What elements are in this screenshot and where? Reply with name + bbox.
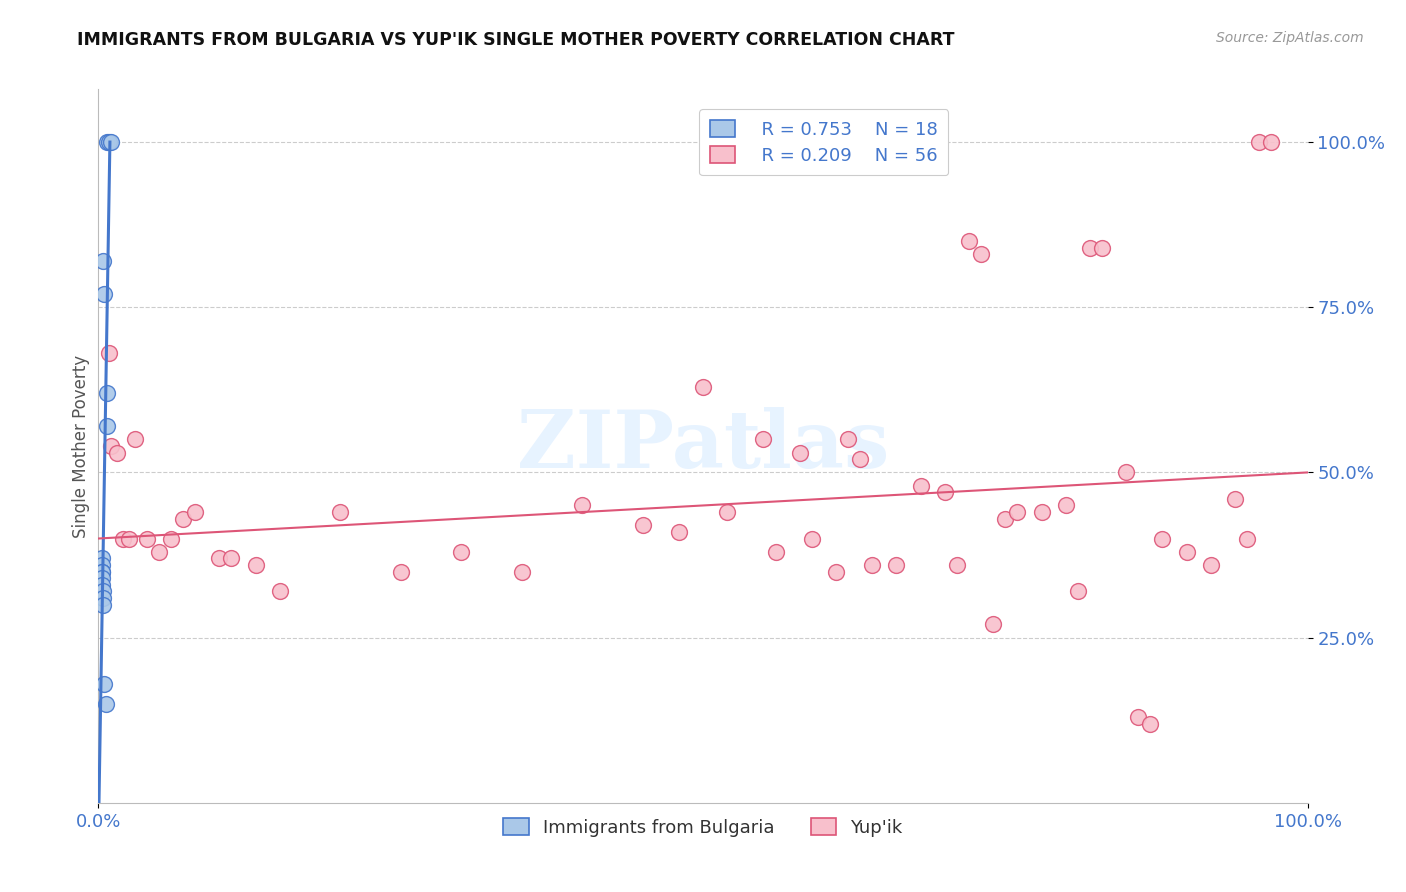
Point (91, 254, 114, 268)
Point (96, 419, 118, 434)
Point (91, 571, 114, 585)
Point (1260, 135, 1282, 149)
Point (789, 445, 811, 459)
Point (970, 247, 993, 261)
Point (668, 524, 690, 539)
Point (631, 518, 654, 533)
Point (96, 135, 118, 149)
Point (91, 565, 114, 579)
Point (98, 135, 121, 149)
Text: Source: ZipAtlas.com: Source: ZipAtlas.com (1216, 31, 1364, 45)
Point (994, 511, 1017, 525)
Point (1078, 241, 1101, 255)
Point (184, 505, 207, 519)
Point (124, 433, 146, 447)
Point (860, 558, 883, 572)
Point (111, 532, 134, 546)
Point (1152, 532, 1174, 546)
Point (1007, 505, 1029, 519)
Point (100, 135, 122, 149)
Point (1223, 491, 1246, 506)
Point (91, 565, 114, 579)
Point (91, 578, 114, 592)
Point (752, 433, 775, 447)
Point (886, 558, 908, 572)
Y-axis label: Single Mother Poverty: Single Mother Poverty (72, 354, 90, 538)
Point (389, 565, 412, 579)
Point (148, 545, 170, 559)
Point (98, 346, 121, 360)
Point (981, 617, 1004, 632)
Point (91, 558, 114, 572)
Point (91, 584, 114, 599)
Point (91, 591, 114, 605)
Point (329, 505, 352, 519)
Point (93, 677, 115, 691)
Point (269, 584, 291, 599)
Point (825, 565, 848, 579)
Point (160, 532, 183, 546)
Point (716, 505, 738, 519)
Point (1175, 545, 1198, 559)
Point (118, 532, 141, 546)
Point (946, 558, 969, 572)
Text: ZIPatlas: ZIPatlas (517, 407, 889, 485)
Point (849, 452, 872, 467)
Point (1199, 558, 1222, 572)
Point (765, 545, 787, 559)
Text: IMMIGRANTS FROM BULGARIA VS YUP'IK SINGLE MOTHER POVERTY CORRELATION CHART: IMMIGRANTS FROM BULGARIA VS YUP'IK SINGL… (77, 31, 955, 49)
Point (837, 433, 859, 447)
Point (1091, 241, 1114, 255)
Point (1249, 135, 1271, 149)
Point (934, 485, 956, 500)
Point (692, 379, 714, 393)
Point (957, 234, 980, 248)
Point (94, 697, 117, 711)
Point (1139, 716, 1161, 731)
Point (1236, 532, 1258, 546)
Point (208, 551, 231, 566)
Legend: Immigrants from Bulgaria, Yup'ik: Immigrants from Bulgaria, Yup'ik (496, 811, 910, 844)
Point (1067, 584, 1090, 599)
Point (96, 386, 118, 401)
Point (172, 511, 194, 525)
Point (800, 532, 823, 546)
Point (245, 558, 267, 572)
Point (221, 551, 243, 566)
Point (910, 478, 932, 492)
Point (105, 445, 128, 459)
Point (510, 565, 533, 579)
Point (93, 287, 115, 301)
Point (91, 551, 114, 566)
Point (100, 439, 122, 453)
Point (1115, 466, 1137, 480)
Point (571, 499, 593, 513)
Point (1054, 499, 1077, 513)
Point (1128, 710, 1150, 724)
Point (91, 598, 114, 612)
Point (1031, 505, 1053, 519)
Point (450, 545, 472, 559)
Point (135, 532, 157, 546)
